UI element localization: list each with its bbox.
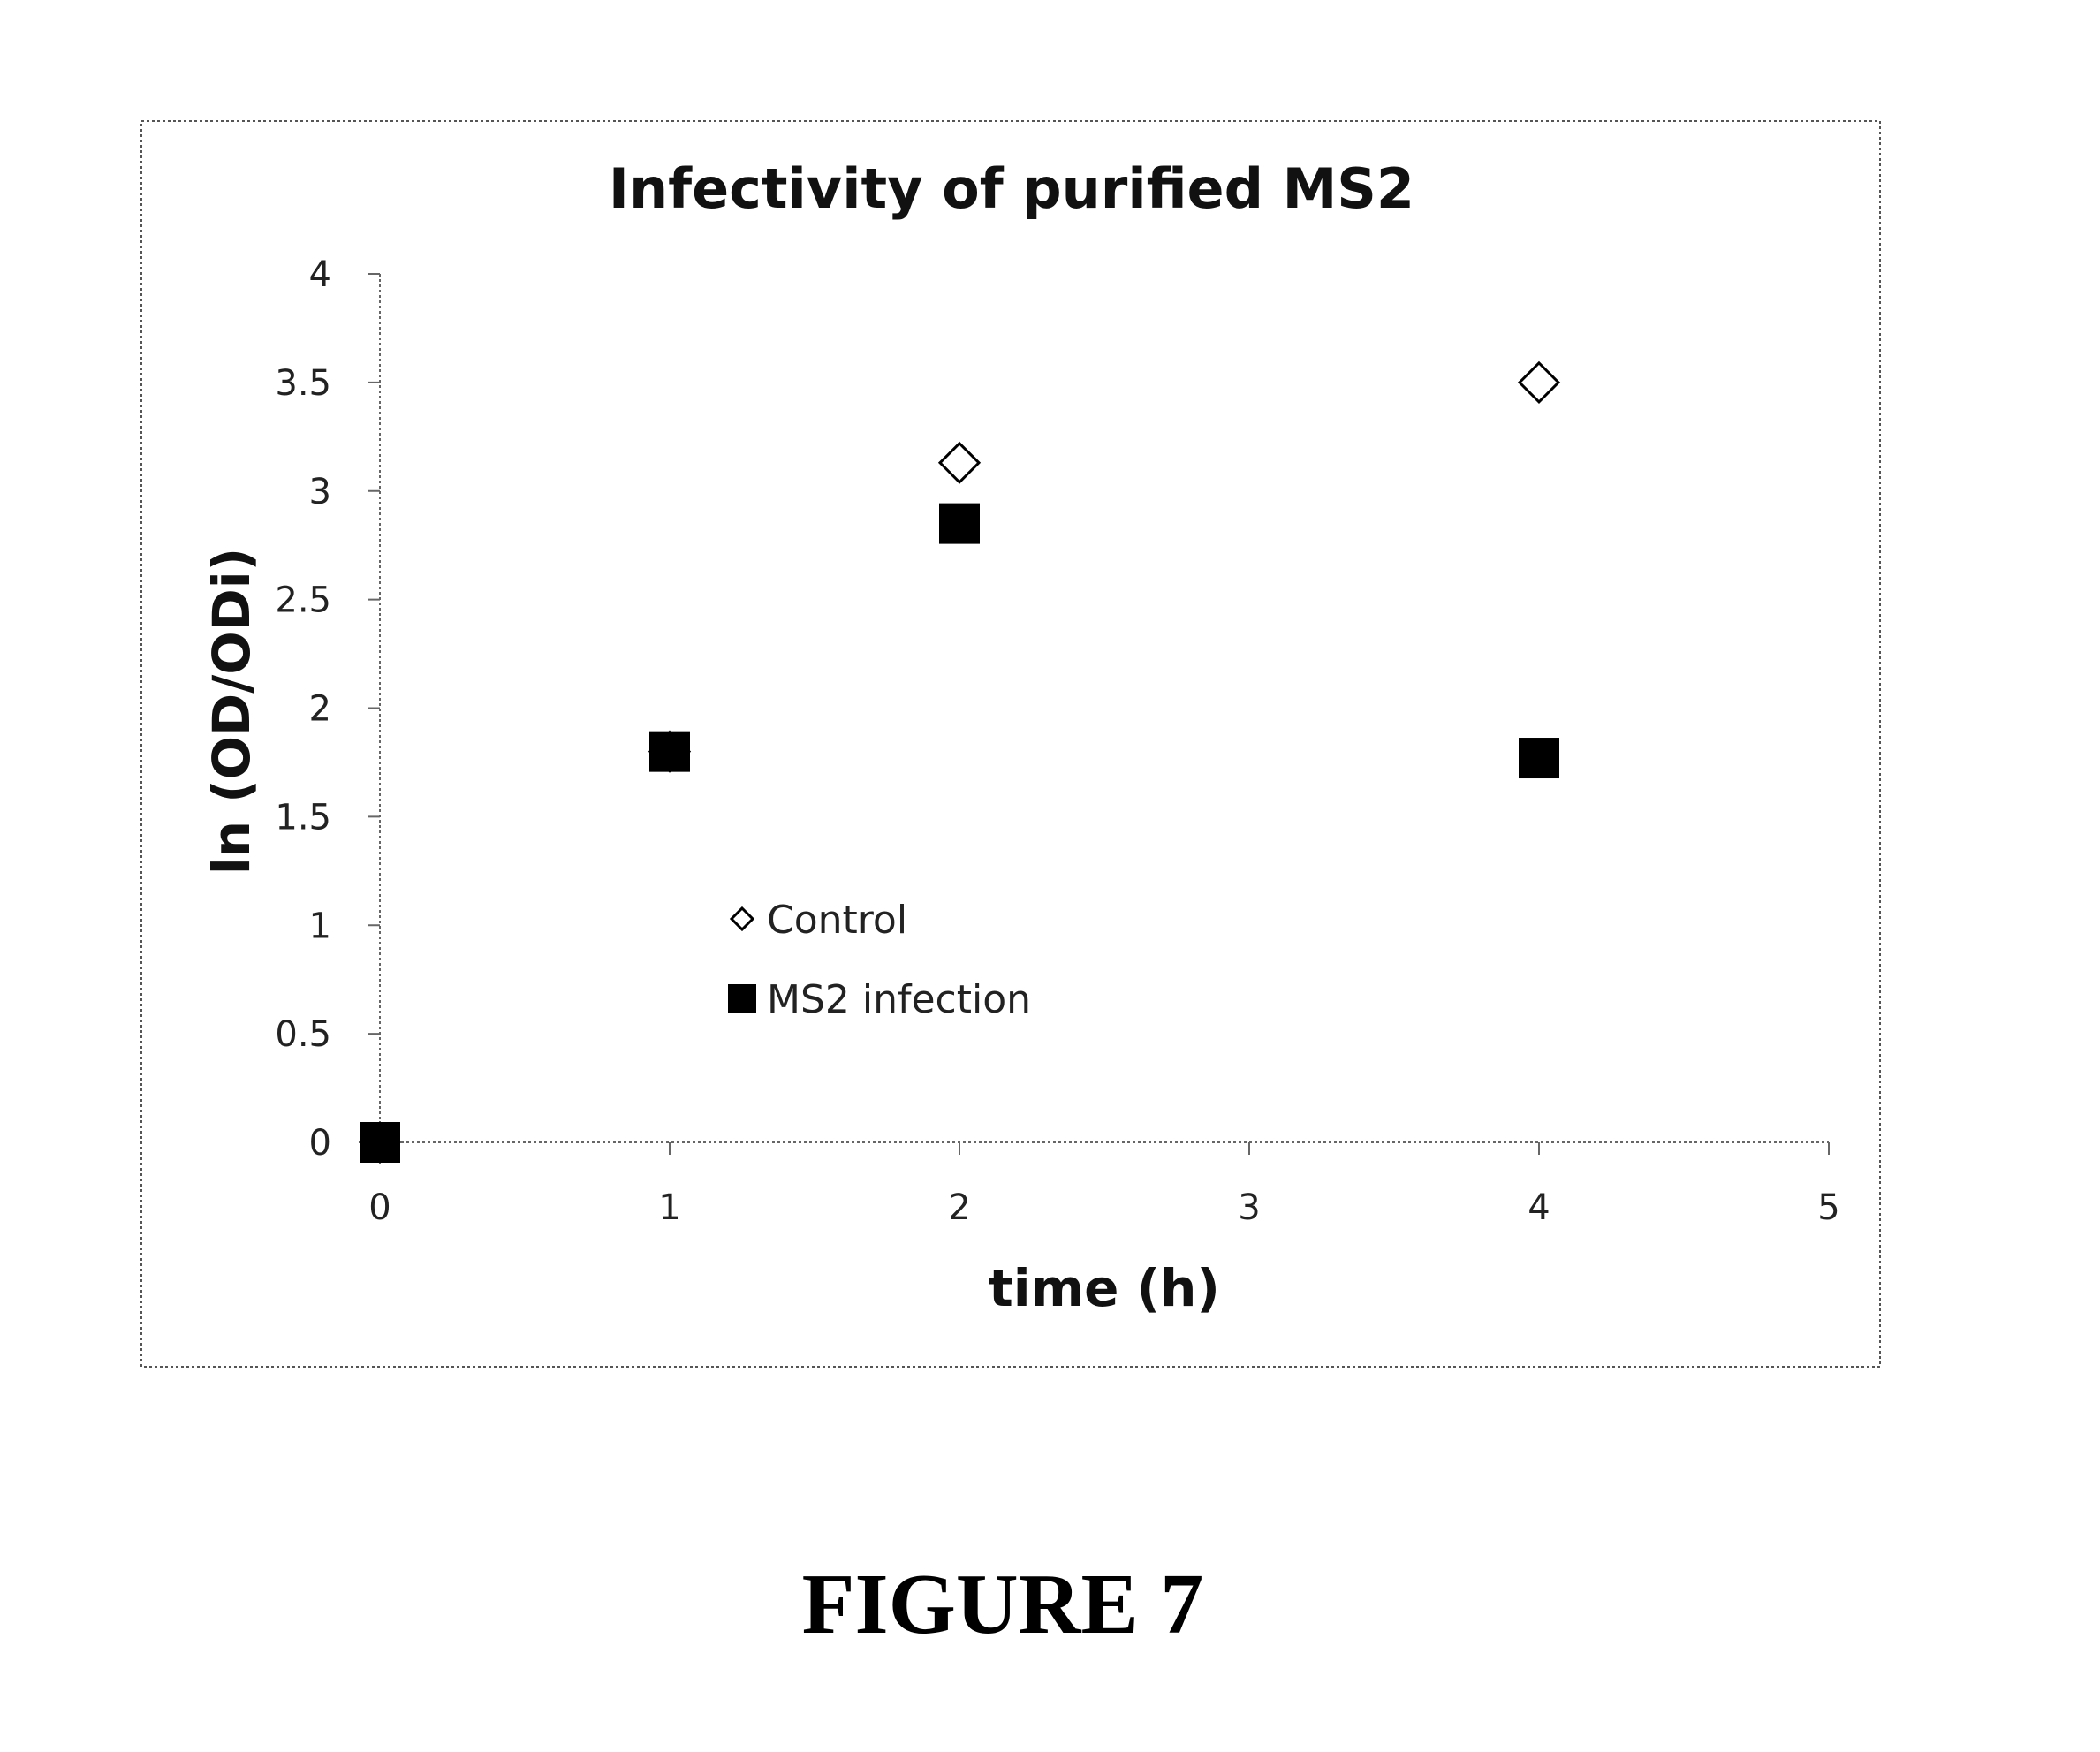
data-marks (358, 360, 1561, 1164)
x-tick-label: 2 (948, 1187, 970, 1228)
x-tick-label: 1 (658, 1187, 680, 1228)
x-tick-label: 0 (368, 1187, 390, 1228)
legend-label: Control (767, 898, 907, 943)
ms2-infection-point (360, 1122, 400, 1163)
x-tick-label: 5 (1817, 1187, 1839, 1228)
chart-title: Infectivity of purified MS2 (609, 156, 1414, 221)
control-point (937, 441, 982, 484)
y-axis-title: ln (OD/ODi) (201, 548, 262, 875)
tick-labels: 0 0.5 1 1.5 2 2.5 3 3.5 4 0 1 2 3 4 5 (275, 254, 1839, 1228)
x-tick-label: 4 (1528, 1187, 1550, 1228)
ms2-infection-point (939, 503, 980, 544)
y-tick-label: 3 (309, 472, 331, 512)
y-tick-label: 1 (309, 906, 331, 946)
x-tick-label: 3 (1238, 1187, 1260, 1228)
y-tick-label: 3.5 (275, 363, 331, 404)
legend-marker-control (729, 906, 755, 932)
y-tick-label: 0 (309, 1123, 331, 1164)
ms2-infection-point (1519, 738, 1559, 779)
y-tick-label: 0.5 (275, 1014, 331, 1055)
y-tick-label: 2 (309, 689, 331, 730)
chart-frame (140, 120, 1881, 1368)
ms2-infection-point (649, 731, 690, 772)
y-tick-label: 2.5 (275, 580, 331, 621)
legend-label: MS2 infection (767, 977, 1031, 1022)
legend-marker-ms2-infection (728, 984, 756, 1013)
y-tick-label: 1.5 (275, 797, 331, 838)
legend: Control MS2 infection (728, 898, 1031, 1022)
y-tick-label: 4 (309, 254, 331, 295)
figure-caption: FIGURE 7 (801, 1557, 1204, 1652)
axes (368, 273, 1830, 1155)
x-axis-title: time (h) (989, 1258, 1220, 1318)
control-point (1517, 360, 1561, 404)
